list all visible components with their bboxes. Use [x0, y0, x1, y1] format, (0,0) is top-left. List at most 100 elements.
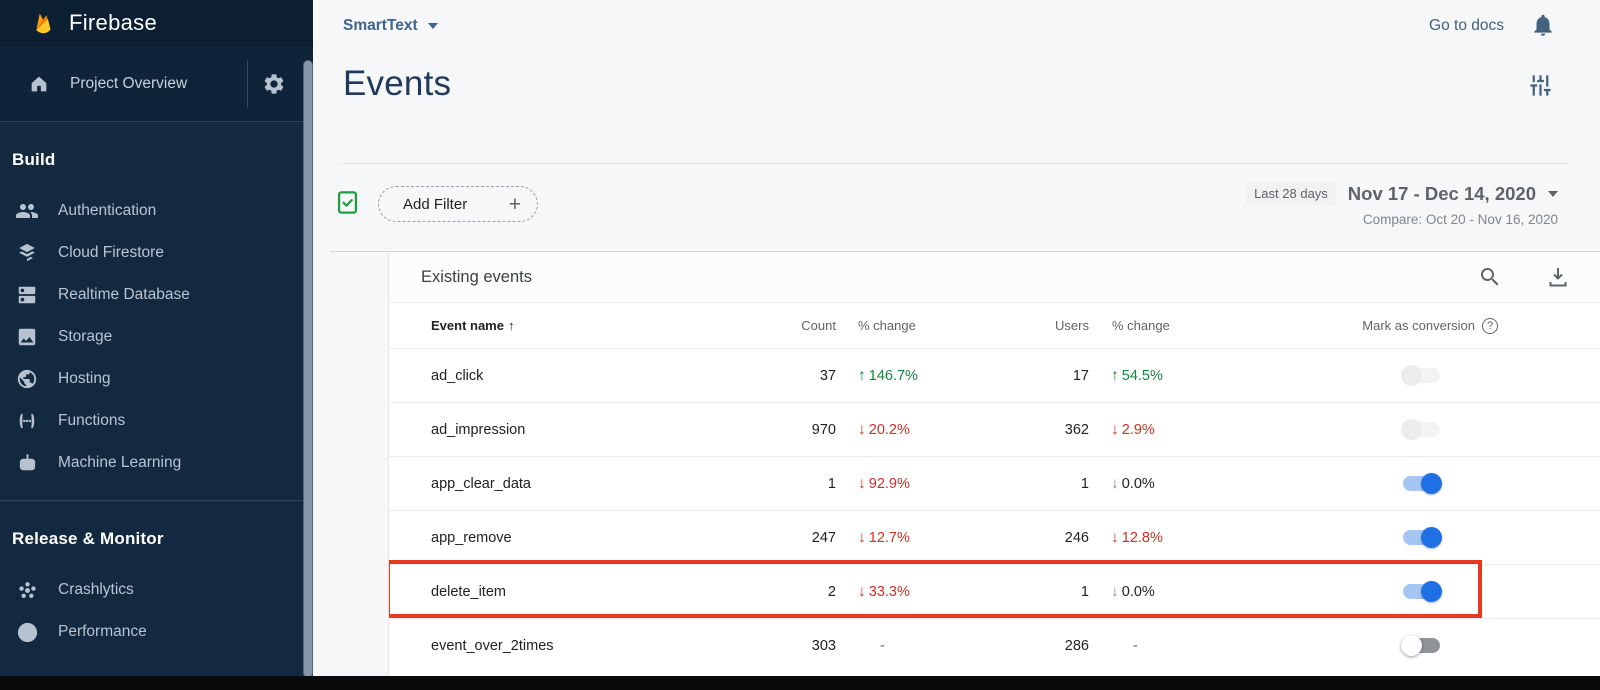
arrow-down-icon: ↓ — [858, 474, 866, 492]
bell-icon[interactable] — [1530, 12, 1556, 43]
chevron-down-icon — [427, 23, 438, 29]
performance-icon — [14, 621, 40, 644]
sidebar-item-performance[interactable]: Performance — [0, 611, 313, 653]
date-range-selector[interactable]: Last 28 days Nov 17 - Dec 14, 2020 — [1246, 182, 1558, 205]
home-icon — [26, 73, 52, 95]
event-users: 362 — [1064, 421, 1089, 438]
brand-name: Firebase — [69, 10, 157, 35]
no-change-dash: - — [1133, 637, 1138, 654]
sidebar: Firebase Project Overview Build Authentic… — [0, 0, 313, 690]
count-change: ↓ 33.3% — [858, 582, 910, 600]
event-count: 2 — [827, 583, 836, 600]
events-table-card: Existing events Event name ↑ Count % cha… — [388, 252, 1600, 676]
sidebar-scrollbar[interactable] — [303, 60, 313, 678]
event-count: 970 — [811, 421, 836, 438]
database-icon — [14, 284, 40, 306]
add-filter-button[interactable]: Add Filter + — [378, 186, 538, 222]
count-change: - — [836, 638, 986, 654]
event-name: delete_item — [431, 583, 506, 600]
tune-icon[interactable] — [1527, 72, 1554, 104]
conversion-toggle[interactable] — [1403, 473, 1442, 494]
column-mark-as-conversion: Mark as conversion ? — [1362, 317, 1498, 334]
event-name: ad_click — [431, 367, 484, 384]
plus-icon: + — [508, 192, 521, 216]
arrow-down-icon: ↓ — [1111, 474, 1119, 492]
users-change: ↓ 2.9% — [1111, 420, 1155, 438]
sidebar-item-project-overview[interactable]: Project Overview — [0, 46, 313, 122]
sidebar-item-cloud-firestore[interactable]: Cloud Firestore — [0, 232, 313, 274]
sidebar-section: Release & Monitor Crashlytics Performance — [0, 500, 313, 653]
column-count-change: % change — [858, 318, 916, 333]
event-users: 17 — [1072, 367, 1089, 384]
chevron-down-icon — [1548, 190, 1558, 197]
conversion-toggle[interactable] — [1401, 365, 1440, 386]
table-card-header: Existing events — [389, 252, 1600, 303]
conversion-toggle[interactable] — [1403, 581, 1442, 602]
event-name: ad_impression — [431, 421, 526, 438]
functions-icon — [14, 410, 40, 432]
help-icon[interactable]: ? — [1482, 317, 1498, 334]
arrow-up-icon: ↑ — [1111, 366, 1119, 384]
event-users: 1 — [1080, 475, 1089, 492]
ml-icon — [14, 452, 40, 475]
table-body: ad_click 37 ↑ 146.7% 17 ↑ 54.5% ad_impression 97… — [389, 348, 1600, 672]
sidebar-item-realtime-database[interactable]: Realtime Database — [0, 274, 313, 316]
event-count: 303 — [811, 637, 836, 654]
table-title: Existing events — [421, 267, 532, 286]
event-users: 1 — [1080, 583, 1089, 600]
sidebar-sections: Build Authentication Cloud Firestore Realti… — [0, 122, 313, 653]
divider — [343, 163, 1568, 164]
count-change: ↓ 12.7% — [858, 528, 910, 546]
sidebar-item-machine-learning[interactable]: Machine Learning — [0, 442, 313, 484]
users-change: ↓ 0.0% — [1111, 582, 1155, 600]
crashlytics-icon — [14, 579, 40, 602]
sidebar-item-crashlytics[interactable]: Crashlytics — [0, 569, 313, 611]
download-icon[interactable] — [1546, 265, 1570, 289]
divider — [247, 60, 248, 108]
compare-range: Compare: Oct 20 - Nov 16, 2020 — [1362, 212, 1558, 227]
event-name: app_clear_data — [431, 475, 531, 492]
column-event-name[interactable]: Event name ↑ — [431, 318, 515, 333]
conversion-toggle[interactable] — [1401, 419, 1440, 440]
divider — [330, 251, 1600, 252]
firebase-brand[interactable]: Firebase — [0, 0, 313, 46]
event-users: 246 — [1064, 529, 1089, 546]
sidebar-item-hosting[interactable]: Hosting — [0, 358, 313, 400]
arrow-down-icon: ↓ — [1111, 420, 1119, 438]
event-name: app_remove — [431, 529, 512, 546]
users-change: ↓ 12.8% — [1111, 528, 1163, 546]
table-row: app_clear_data 1 ↓ 92.9% 1 ↓ 0.0% — [389, 456, 1600, 510]
conversion-toggle[interactable] — [1403, 527, 1442, 548]
sidebar-item-functions[interactable]: Functions — [0, 400, 313, 442]
sidebar-item-authentication[interactable]: Authentication — [0, 190, 313, 232]
search-icon[interactable] — [1478, 265, 1502, 289]
go-to-docs-link[interactable]: Go to docs — [1429, 17, 1504, 34]
gear-icon[interactable] — [262, 72, 286, 101]
project-overview-label: Project Overview — [70, 74, 188, 92]
table-row: app_remove 247 ↓ 12.7% 246 ↓ 12.8% — [389, 510, 1600, 564]
event-count: 247 — [811, 529, 836, 546]
sidebar-section: Build Authentication Cloud Firestore Realti… — [0, 122, 313, 484]
project-selector[interactable]: SmartText — [343, 17, 438, 35]
project-selector-label: SmartText — [343, 17, 418, 34]
arrow-down-icon: ↓ — [1111, 528, 1119, 546]
arrow-down-icon: ↓ — [1111, 582, 1119, 600]
hosting-icon — [14, 368, 40, 390]
table-row: delete_item 2 ↓ 33.3% 1 ↓ 0.0% — [389, 564, 1600, 618]
users-change: ↓ 0.0% — [1111, 474, 1155, 492]
event-users: 286 — [1064, 637, 1089, 654]
event-count: 37 — [819, 367, 836, 384]
column-count: Count — [801, 318, 836, 333]
arrow-down-icon: ↓ — [858, 582, 866, 600]
sidebar-item-storage[interactable]: Storage — [0, 316, 313, 358]
sidebar-section-label: Build — [12, 150, 56, 169]
conversion-toggle[interactable] — [1401, 635, 1440, 656]
column-users-change: % change — [1112, 318, 1170, 333]
firestore-icon — [14, 242, 40, 264]
users-change: - — [1089, 638, 1239, 654]
count-change: ↓ 20.2% — [858, 420, 910, 438]
arrow-down-icon: ↓ — [858, 528, 866, 546]
storage-icon — [14, 326, 40, 348]
table-row: ad_impression 970 ↓ 20.2% 362 ↓ 2.9% — [389, 402, 1600, 456]
people-icon — [14, 199, 40, 223]
